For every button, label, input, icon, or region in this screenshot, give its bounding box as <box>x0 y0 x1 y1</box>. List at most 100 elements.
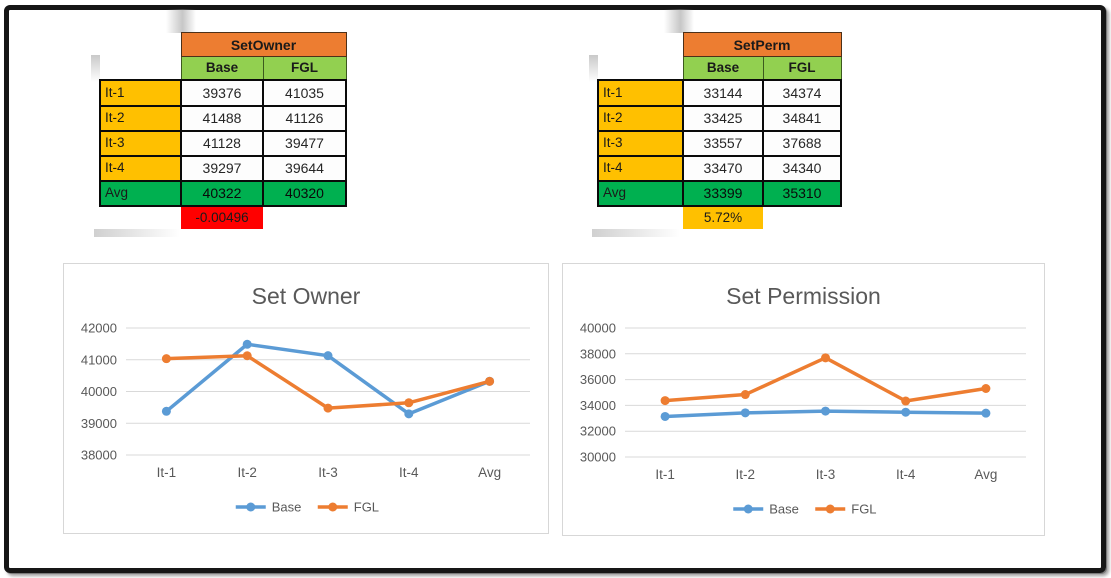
data-point-marker <box>901 396 911 406</box>
value-cell: 34374 <box>762 78 842 107</box>
results-table: SetOwner Base FGL It-1 39376 41035 It-2 41488 41… <box>99 32 347 229</box>
row-label-cell: It-2 <box>99 104 182 132</box>
data-point-marker <box>161 354 171 364</box>
spacer-cell <box>763 206 841 229</box>
x-category-label: It-2 <box>237 465 257 480</box>
row-label-cell: It-1 <box>99 78 182 107</box>
y-tick-label: 38000 <box>580 346 616 361</box>
y-tick-label: 40000 <box>580 321 616 336</box>
clipping-shadow <box>664 9 694 33</box>
y-tick-label: 42000 <box>81 321 117 336</box>
row-label-cell: It-3 <box>99 129 182 157</box>
row-label-cell: Avg <box>99 179 182 207</box>
data-point-marker <box>660 411 670 421</box>
value-cell: 41488 <box>180 104 264 132</box>
table-title-cell: SetOwner <box>180 32 347 57</box>
data-point-marker <box>404 409 414 419</box>
value-cell: 33425 <box>682 104 764 132</box>
data-point-marker <box>323 351 333 361</box>
spacer-cell <box>598 33 683 57</box>
value-cell: 33399 <box>682 179 764 207</box>
legend-swatch-marker <box>743 504 753 514</box>
column-header-fgl: FGL <box>762 56 842 80</box>
y-tick-label: 40000 <box>81 384 117 399</box>
value-cell: 40322 <box>180 179 264 207</box>
row-label-cell: It-1 <box>597 78 684 107</box>
spacer-cell <box>100 33 181 57</box>
row-label-cell: It-4 <box>99 154 182 182</box>
spacer-cell <box>598 57 683 80</box>
value-cell: 37688 <box>762 129 842 157</box>
legend-swatch-marker <box>328 502 338 512</box>
column-header-fgl: FGL <box>262 56 347 80</box>
data-point-marker <box>821 353 830 363</box>
y-tick-label: 36000 <box>580 372 616 387</box>
value-cell: 39376 <box>180 78 264 107</box>
clipping-shadow <box>166 9 196 33</box>
value-cell: 41035 <box>262 78 347 107</box>
data-point-marker <box>404 398 414 408</box>
table-setperm: SetPerm Base FGL It-1 33144 34374 It-2 33425 348… <box>597 32 842 229</box>
spacer-cell <box>598 206 683 229</box>
x-category-label: Avg <box>974 467 997 482</box>
value-cell: 39644 <box>262 154 347 182</box>
line-chart: Set Permission 30000 32000 34000 36000 38000 4… <box>580 283 1026 517</box>
y-tick-label: 38000 <box>81 448 117 463</box>
y-tick-label: 30000 <box>580 450 616 465</box>
y-tick-label: 41000 <box>81 352 117 367</box>
clipping-shadow <box>94 229 180 237</box>
data-point-marker <box>901 407 911 417</box>
change-value-cell: -0.00496 <box>181 205 263 229</box>
data-point-marker <box>740 408 750 418</box>
value-cell: 39477 <box>262 129 347 157</box>
x-category-label: It-1 <box>655 467 675 482</box>
data-point-marker <box>485 376 495 386</box>
value-cell: 33144 <box>682 78 764 107</box>
x-category-label: It-3 <box>318 465 338 480</box>
x-category-label: Avg <box>478 465 501 480</box>
change-value-cell: 5.72% <box>683 205 763 229</box>
legend-label: FGL <box>354 500 379 515</box>
value-cell: 35310 <box>762 179 842 207</box>
line-chart: Set Owner 38000 39000 40000 41000 42000 It-1 It… <box>81 283 530 515</box>
y-tick-label: 32000 <box>580 424 616 439</box>
row-label-cell: Avg <box>597 179 684 207</box>
y-tick-label: 34000 <box>580 398 616 413</box>
spacer-cell <box>100 57 181 80</box>
data-point-marker <box>161 406 171 416</box>
chart-title: Set Permission <box>726 283 881 309</box>
value-cell: 33557 <box>682 129 764 157</box>
x-category-label: It-3 <box>816 467 836 482</box>
x-category-label: It-4 <box>399 465 419 480</box>
data-point-marker <box>821 406 830 416</box>
table-title-cell: SetPerm <box>682 32 842 57</box>
legend-label: Base <box>769 502 799 517</box>
spacer-cell <box>100 206 181 229</box>
x-category-label: It-1 <box>157 465 177 480</box>
value-cell: 41126 <box>262 104 347 132</box>
row-label-cell: It-4 <box>597 154 684 182</box>
row-label-cell: It-2 <box>597 104 684 132</box>
column-header-base: Base <box>180 56 264 80</box>
data-point-marker <box>981 384 991 394</box>
value-cell: 39297 <box>180 154 264 182</box>
legend-swatch-marker <box>825 504 835 514</box>
x-category-label: It-4 <box>896 467 916 482</box>
data-point-marker <box>242 351 252 361</box>
legend-label: FGL <box>851 502 876 517</box>
column-header-base: Base <box>682 56 764 80</box>
x-category-label: It-2 <box>736 467 756 482</box>
clipping-shadow <box>592 229 680 237</box>
value-cell: 34841 <box>762 104 842 132</box>
results-table: SetPerm Base FGL It-1 33144 34374 It-2 33425 348… <box>597 32 842 229</box>
table-setowner: SetOwner Base FGL It-1 39376 41035 It-2 41488 41… <box>99 32 347 229</box>
chart-set-permission: Set Permission 30000 32000 34000 36000 38000 4… <box>562 263 1045 536</box>
data-point-marker <box>740 390 750 400</box>
data-point-marker <box>660 396 670 406</box>
spacer-cell <box>263 206 346 229</box>
data-point-marker <box>981 408 991 418</box>
value-cell: 33470 <box>682 154 764 182</box>
legend-swatch-marker <box>246 502 256 512</box>
value-cell: 34340 <box>762 154 842 182</box>
data-point-marker <box>242 339 252 349</box>
